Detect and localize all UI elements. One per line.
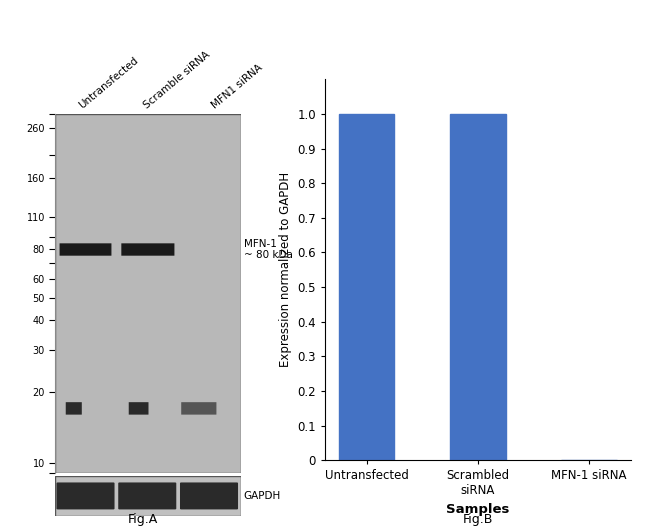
Text: Fig.A: Fig.A <box>128 513 158 526</box>
FancyBboxPatch shape <box>180 482 238 509</box>
Text: Untransfected: Untransfected <box>77 55 140 111</box>
Text: Fig.B: Fig.B <box>463 513 493 526</box>
FancyBboxPatch shape <box>181 402 216 415</box>
FancyBboxPatch shape <box>129 402 148 415</box>
FancyBboxPatch shape <box>57 482 114 509</box>
Text: MFN-1
~ 80 kDa: MFN-1 ~ 80 kDa <box>244 239 292 260</box>
Text: Scramble siRNA: Scramble siRNA <box>142 49 211 111</box>
X-axis label: Samples: Samples <box>446 503 510 516</box>
FancyBboxPatch shape <box>118 482 176 509</box>
Text: GAPDH: GAPDH <box>244 491 281 501</box>
Bar <box>450 114 506 460</box>
Text: MFN1 siRNA: MFN1 siRNA <box>209 62 264 111</box>
FancyBboxPatch shape <box>66 402 82 415</box>
Y-axis label: Expression normalized to GAPDH: Expression normalized to GAPDH <box>279 172 292 367</box>
FancyBboxPatch shape <box>60 243 111 256</box>
Bar <box>339 114 395 460</box>
FancyBboxPatch shape <box>122 243 174 256</box>
